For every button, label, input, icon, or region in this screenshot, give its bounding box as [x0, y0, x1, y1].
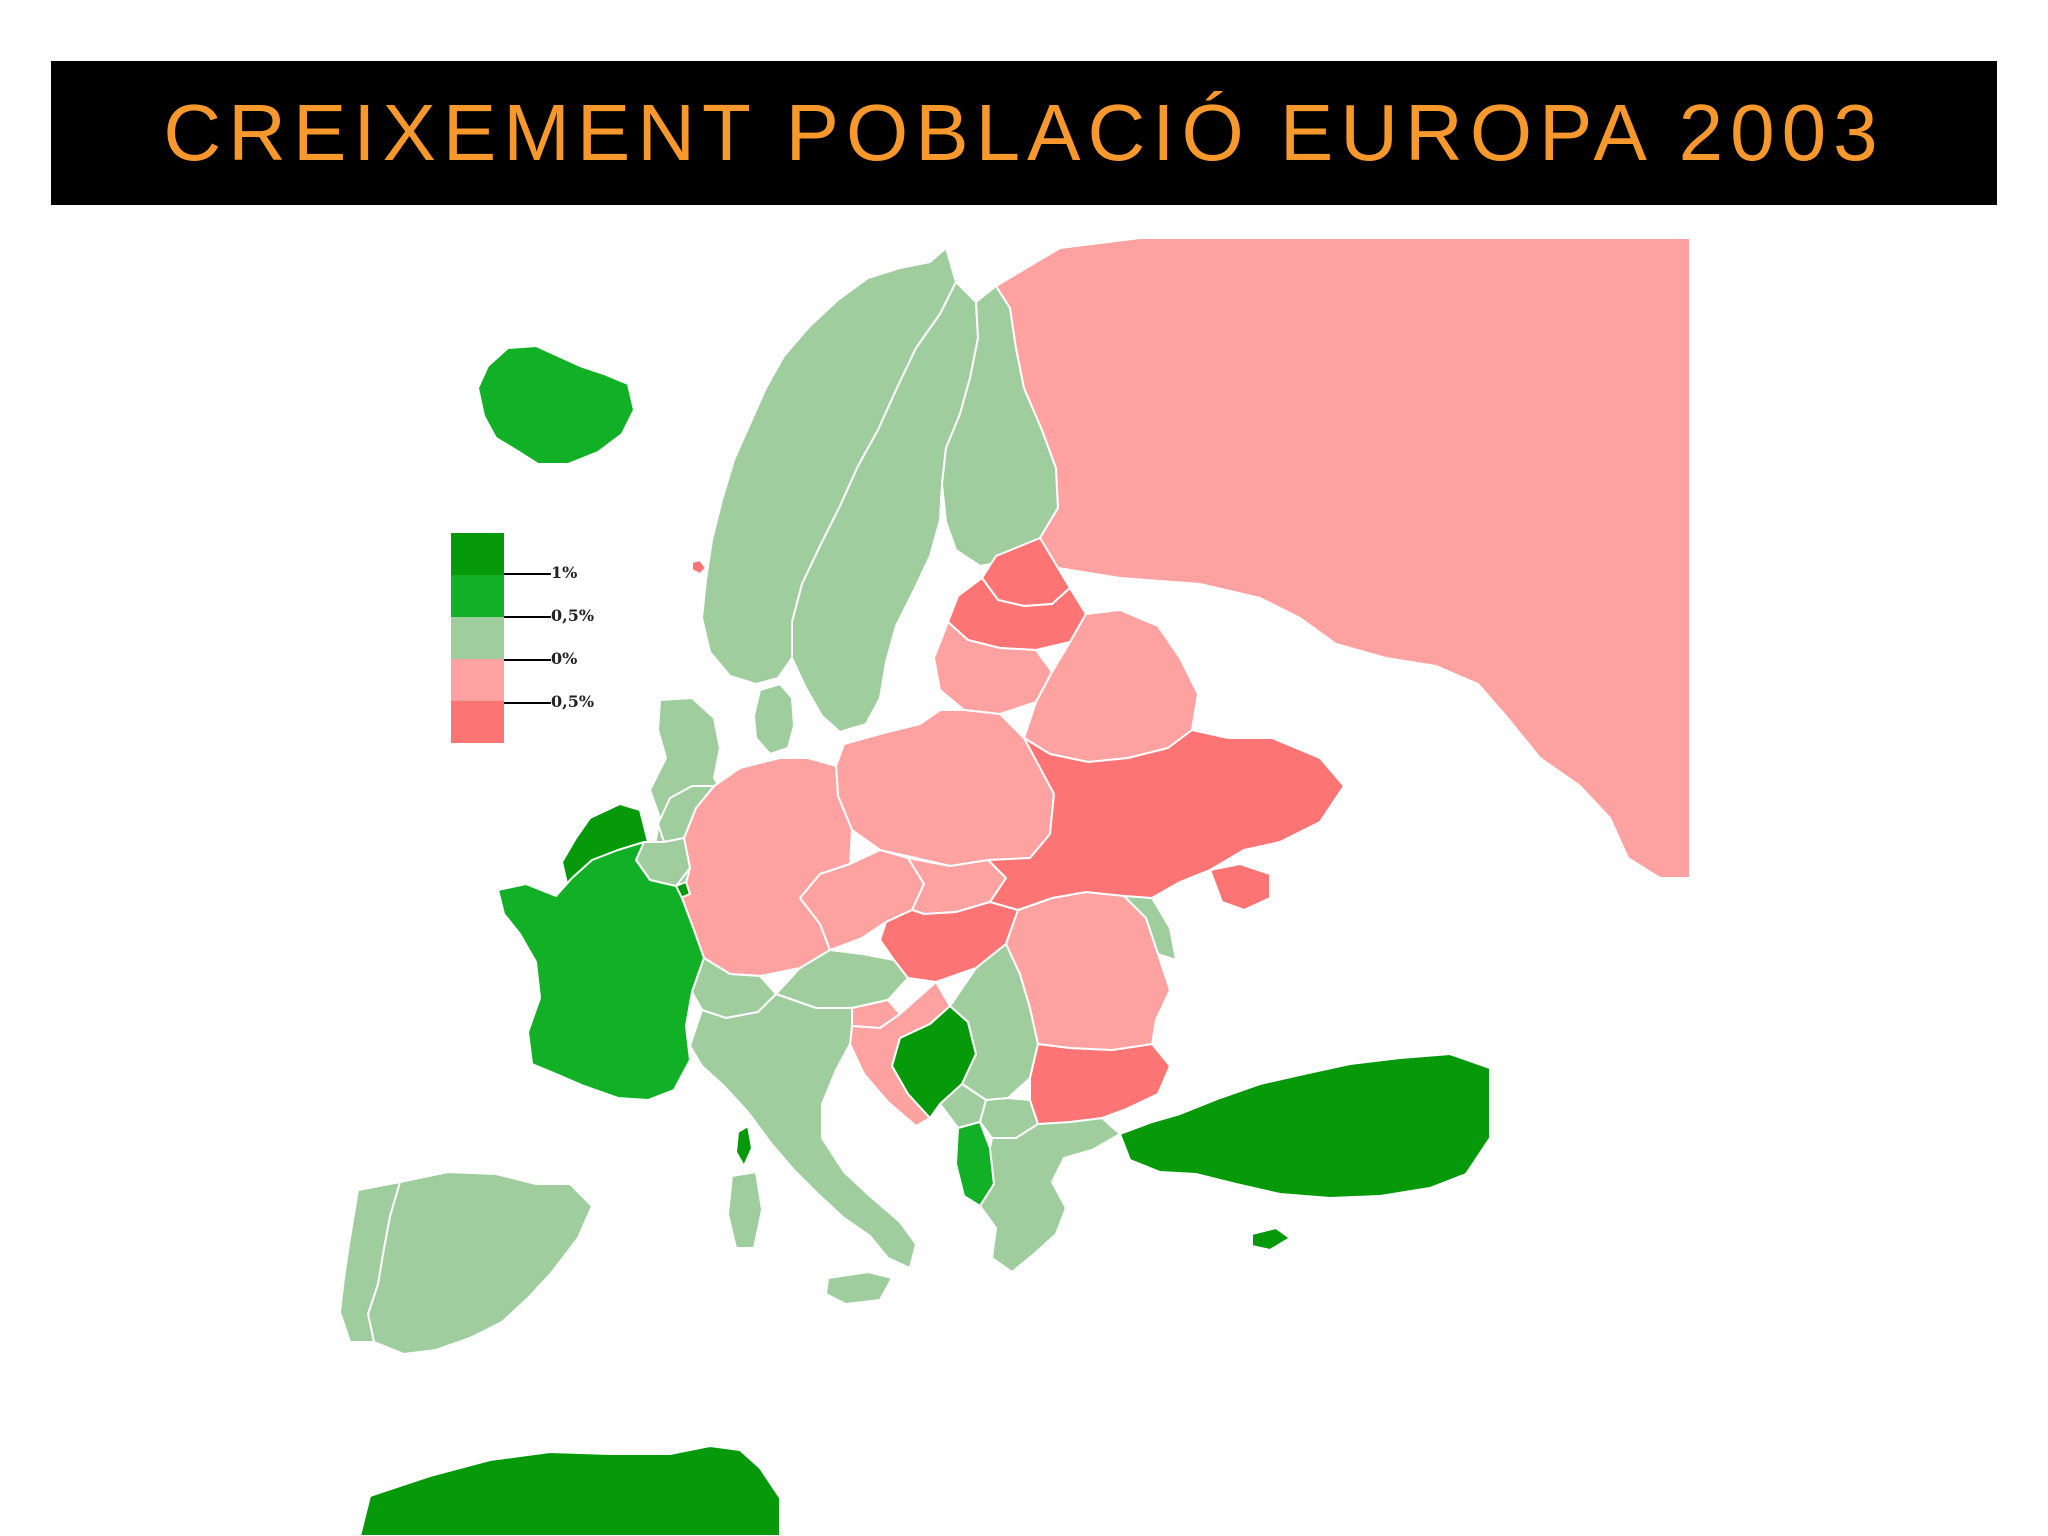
- region-poland[interactable]: [835, 709, 1055, 867]
- region-portugal[interactable]: [339, 1181, 401, 1343]
- region-faroe-islands[interactable]: [691, 559, 707, 575]
- region-bulgaria[interactable]: [1029, 1043, 1171, 1125]
- region-turkey[interactable]: [1119, 1053, 1491, 1199]
- legend-tick: [504, 659, 551, 661]
- legend-swatch: [451, 533, 504, 575]
- title-bar: CREIXEMENT POBLACIÓ EUROPA 2003: [51, 61, 1997, 205]
- region-cyprus[interactable]: [1251, 1227, 1291, 1251]
- map-legend: 1% 0,5% 0% 0,5%: [451, 533, 651, 743]
- region-spain[interactable]: [367, 1171, 593, 1355]
- region-crimea[interactable]: [1209, 863, 1271, 911]
- region-greece[interactable]: [979, 1117, 1121, 1273]
- legend-label-1pct: 1%: [551, 563, 578, 582]
- region-corsica[interactable]: [735, 1125, 753, 1167]
- map-svg: [339, 238, 1690, 1536]
- legend-tick: [504, 702, 551, 704]
- legend-swatch: [451, 617, 504, 659]
- legend-label-0-5pct: 0,5%: [551, 606, 595, 625]
- legend-label-0pct: 0%: [551, 649, 578, 668]
- legend-swatch: [451, 575, 504, 617]
- region-denmark[interactable]: [753, 683, 795, 755]
- region-north-africa[interactable]: [359, 1445, 781, 1536]
- region-iceland[interactable]: [477, 345, 635, 465]
- legend-label-neg-0-5pct: 0,5%: [551, 692, 595, 711]
- region-sicily[interactable]: [825, 1271, 893, 1305]
- legend-tick: [504, 573, 551, 575]
- legend-swatch: [451, 701, 504, 743]
- region-italy[interactable]: [689, 993, 917, 1269]
- region-sardinia[interactable]: [727, 1171, 763, 1249]
- europe-map: [240, 238, 1690, 1536]
- legend-tick: [504, 616, 551, 618]
- map-title: CREIXEMENT POBLACIÓ EUROPA 2003: [163, 88, 1885, 177]
- region-france[interactable]: [497, 841, 705, 1101]
- region-russia[interactable]: [995, 238, 1690, 879]
- legend-swatch: [451, 659, 504, 701]
